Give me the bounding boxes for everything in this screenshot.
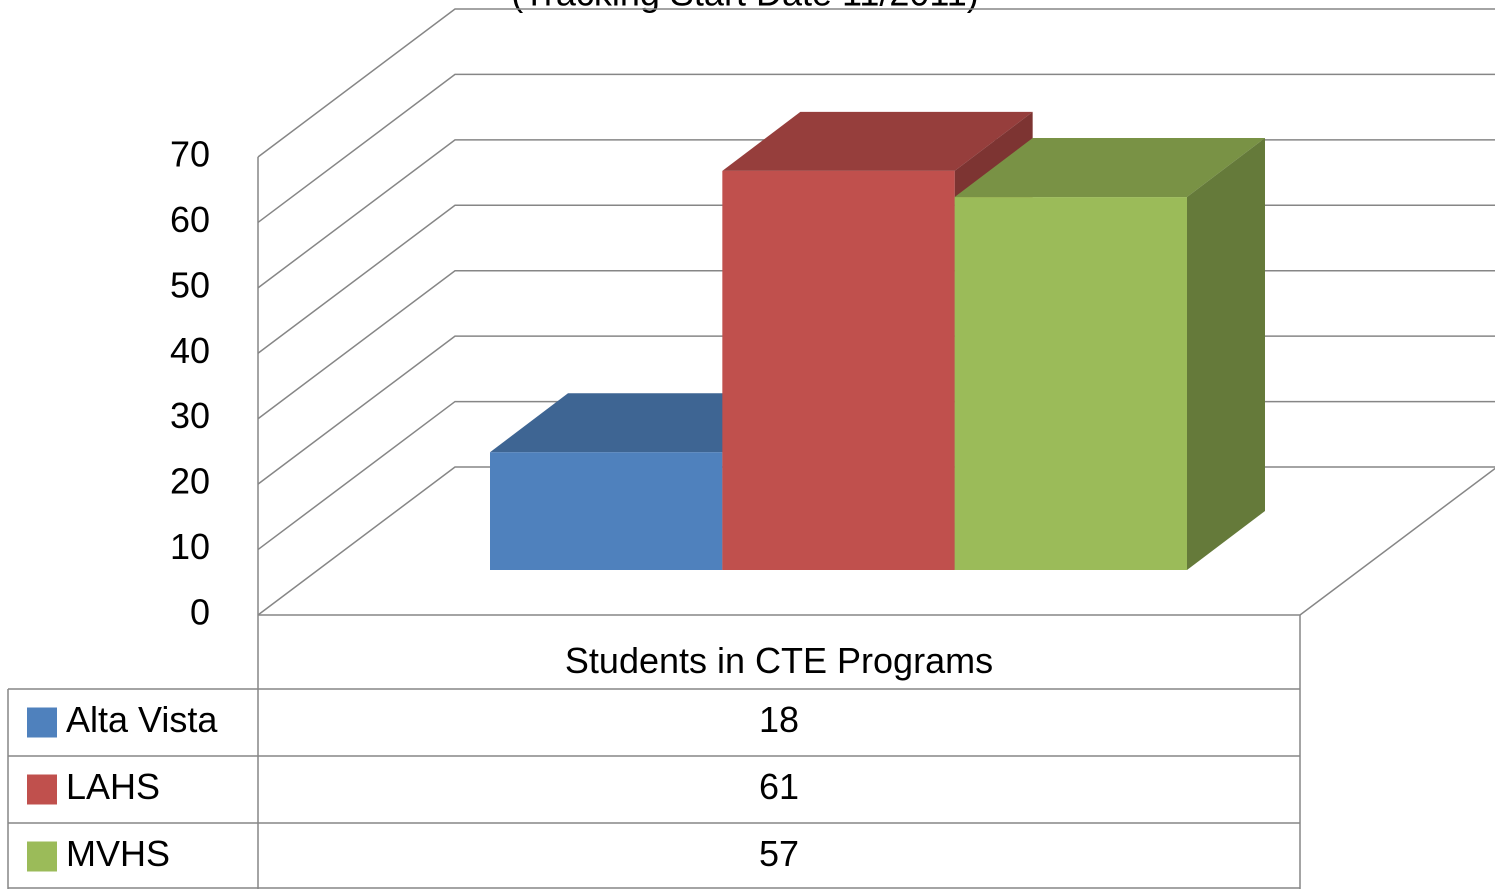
y-tick-label: 40 [170, 330, 210, 371]
legend-label: Alta Vista [66, 699, 218, 740]
y-tick-label: 20 [170, 461, 210, 502]
legend-swatch [27, 841, 57, 872]
y-tick-label: 60 [170, 199, 210, 240]
y-tick-label: 70 [170, 134, 210, 175]
legend-swatch [27, 774, 57, 805]
bar-top [722, 111, 1033, 171]
chart-subtitle: (Tracking Start Date 11/2011) [511, 0, 979, 14]
grid-line [257, 73, 1495, 224]
y-tick-label: 30 [170, 395, 210, 436]
legend-label: MVHS [66, 833, 170, 874]
bar [954, 197, 1187, 571]
grid-line [257, 8, 1495, 158]
bar-top [954, 138, 1265, 198]
table-value: 18 [759, 699, 799, 740]
legend-label: LAHS [66, 766, 160, 807]
bar [490, 452, 723, 570]
bar-side [1187, 138, 1265, 571]
y-tick-label: 0 [190, 592, 210, 633]
table-value: 61 [759, 766, 799, 807]
y-tick-label: 50 [170, 264, 210, 305]
bar [722, 170, 955, 570]
table-header: Students in CTE Programs [565, 640, 993, 681]
legend-swatch [27, 707, 57, 738]
y-tick-label: 10 [170, 526, 210, 567]
table-value: 57 [759, 833, 799, 874]
